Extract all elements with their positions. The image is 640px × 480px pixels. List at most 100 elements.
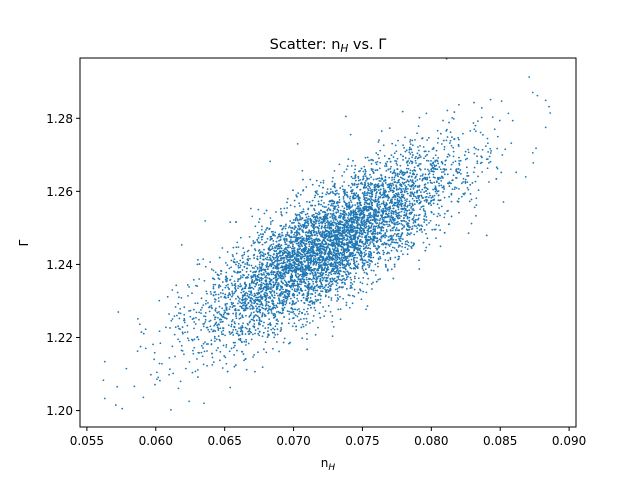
data-point xyxy=(276,302,279,305)
data-point xyxy=(304,222,306,225)
data-point xyxy=(308,245,311,248)
data-point xyxy=(340,248,343,251)
data-point xyxy=(367,208,370,211)
data-point xyxy=(396,164,399,166)
data-point xyxy=(259,311,262,314)
data-point xyxy=(281,293,283,296)
data-point xyxy=(394,256,397,259)
data-point xyxy=(230,282,233,285)
data-point xyxy=(411,197,414,200)
data-point xyxy=(408,204,411,207)
data-point xyxy=(305,234,307,237)
data-point xyxy=(261,313,264,315)
data-point xyxy=(341,246,343,248)
data-point xyxy=(200,312,202,314)
data-point xyxy=(277,320,280,323)
data-point xyxy=(217,327,220,330)
data-point xyxy=(434,176,436,179)
data-point xyxy=(317,294,320,296)
data-point xyxy=(210,293,213,295)
data-point xyxy=(197,376,199,378)
data-point xyxy=(338,256,341,259)
data-point xyxy=(241,333,244,336)
data-point xyxy=(309,322,311,324)
data-point xyxy=(210,339,213,342)
data-point xyxy=(350,186,352,189)
data-point xyxy=(280,247,283,250)
data-point xyxy=(233,280,236,283)
data-point xyxy=(158,330,161,333)
data-point xyxy=(357,179,360,182)
data-point xyxy=(355,272,357,275)
data-point xyxy=(303,308,305,311)
data-point xyxy=(337,204,339,207)
data-point xyxy=(266,256,269,259)
data-point xyxy=(392,189,394,192)
data-point xyxy=(282,282,284,285)
data-point xyxy=(217,293,220,296)
data-point xyxy=(275,281,278,283)
data-point xyxy=(395,193,398,195)
data-point xyxy=(306,259,308,261)
data-point xyxy=(283,337,286,340)
data-point xyxy=(455,187,458,189)
data-point xyxy=(286,246,289,249)
data-point xyxy=(383,203,385,206)
data-point xyxy=(231,295,233,298)
data-point xyxy=(346,165,349,167)
data-point xyxy=(265,227,268,230)
data-point xyxy=(441,176,444,178)
data-point xyxy=(256,255,259,258)
data-point xyxy=(427,173,430,176)
data-point xyxy=(421,188,424,191)
data-point xyxy=(258,280,261,282)
data-point xyxy=(288,256,290,259)
data-point xyxy=(413,233,416,236)
data-point xyxy=(374,200,376,203)
data-point xyxy=(233,365,236,368)
data-point xyxy=(343,236,346,239)
data-point xyxy=(474,130,477,133)
data-point xyxy=(364,243,367,246)
data-point xyxy=(383,189,385,192)
data-point xyxy=(336,300,338,302)
data-point xyxy=(356,229,359,232)
data-point xyxy=(423,186,426,189)
data-point xyxy=(382,201,385,204)
data-point xyxy=(407,241,410,244)
data-point xyxy=(335,212,338,214)
data-point xyxy=(332,200,335,203)
data-point xyxy=(231,275,233,278)
data-point xyxy=(323,269,326,272)
data-point xyxy=(350,267,353,270)
data-point xyxy=(177,302,180,305)
data-point xyxy=(370,222,373,225)
data-point xyxy=(452,155,455,158)
data-point xyxy=(319,248,322,250)
data-point xyxy=(304,313,306,316)
data-point xyxy=(409,202,411,205)
data-point xyxy=(238,317,241,320)
data-point xyxy=(390,165,392,168)
data-point xyxy=(198,311,201,314)
data-point xyxy=(386,223,388,226)
data-point xyxy=(269,259,272,261)
data-point xyxy=(382,187,385,190)
data-point xyxy=(417,125,420,128)
data-point xyxy=(368,177,370,180)
data-point xyxy=(297,192,300,195)
data-point xyxy=(420,194,423,197)
data-point xyxy=(424,183,427,186)
data-point xyxy=(298,204,301,207)
data-point xyxy=(254,329,257,331)
data-point xyxy=(255,270,258,273)
data-point xyxy=(452,146,455,149)
data-point xyxy=(266,292,269,295)
data-point xyxy=(266,310,269,312)
data-point xyxy=(382,144,385,147)
data-point xyxy=(305,238,308,241)
data-point xyxy=(381,243,383,246)
data-point xyxy=(315,179,318,182)
data-point xyxy=(237,278,240,280)
data-point xyxy=(386,251,389,254)
